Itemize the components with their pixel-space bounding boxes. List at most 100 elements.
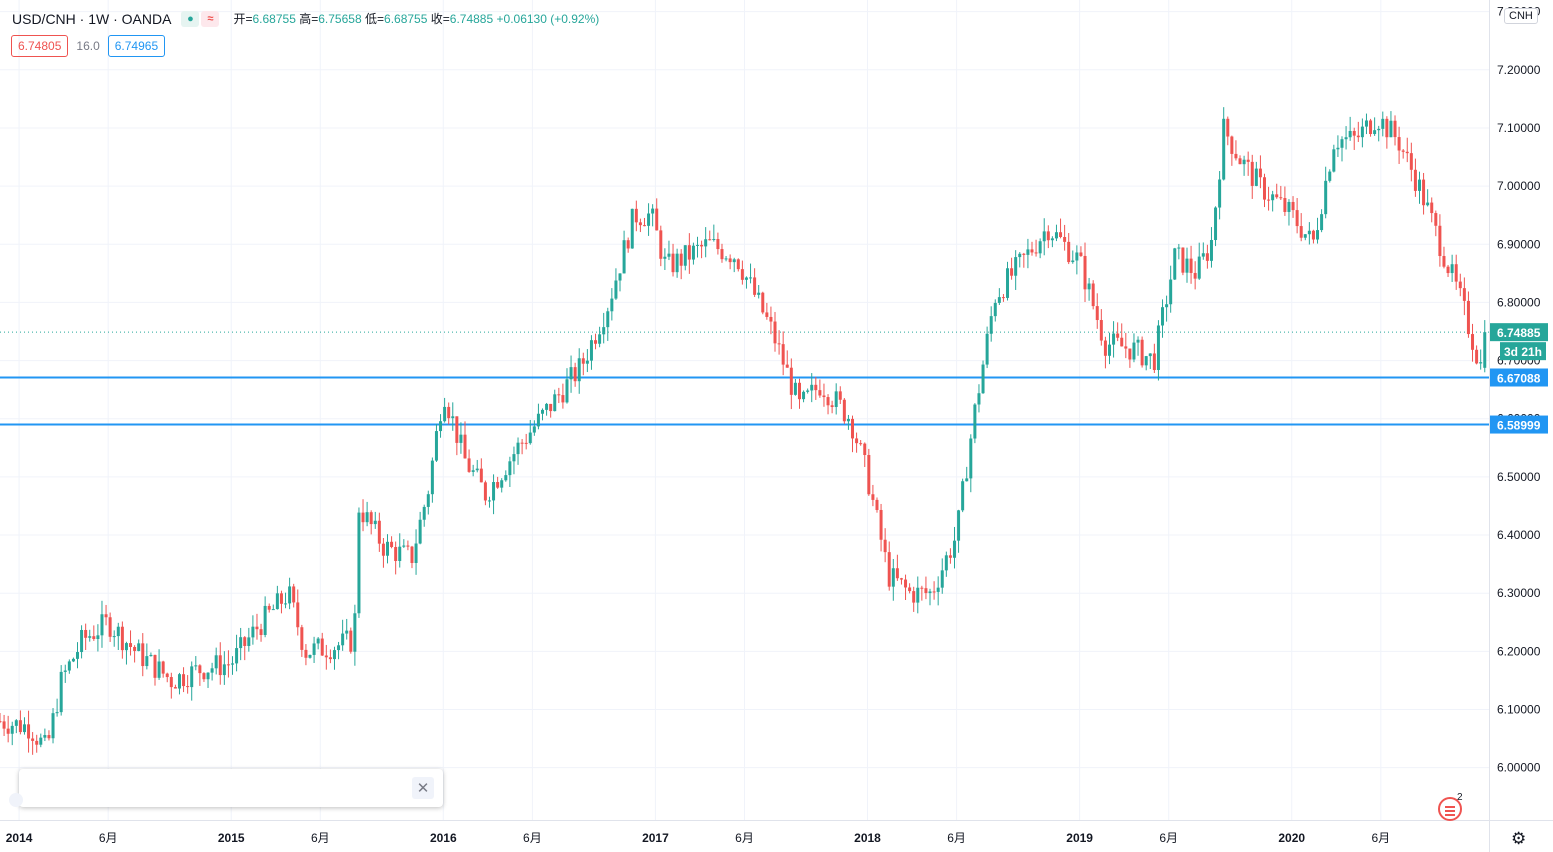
level-label: 6.67088: [1497, 372, 1541, 386]
candle-body: [43, 735, 47, 738]
candle-body: [594, 340, 598, 344]
candle-body: [1063, 237, 1067, 242]
market-status-icon[interactable]: ●: [181, 10, 200, 27]
candle-body: [1075, 252, 1079, 261]
candle-body: [177, 674, 181, 689]
candle-body: [430, 460, 434, 495]
candle-body: [157, 661, 161, 678]
candle-body: [875, 499, 879, 510]
candle-body: [2, 721, 6, 729]
candle-body: [610, 298, 614, 312]
candle-body: [141, 643, 145, 667]
candle-body: [528, 432, 532, 444]
candle-body: [439, 421, 443, 432]
candle-body: [536, 413, 540, 427]
candle-body: [169, 677, 173, 688]
candle-body: [1475, 349, 1479, 364]
time-tick-label: 2019: [1066, 831, 1093, 845]
candle-body: [1324, 180, 1328, 215]
candle-body: [1352, 130, 1356, 136]
candle-body: [22, 724, 26, 733]
candle-body: [1381, 118, 1385, 129]
change-value: +0.06130 (+0.92%): [496, 12, 600, 26]
notification-popup: ✕: [19, 769, 443, 807]
candle-body: [479, 468, 483, 483]
candle-body: [618, 273, 622, 281]
candle-body: [810, 384, 814, 391]
candle-body: [879, 509, 883, 540]
candle-body: [1483, 332, 1487, 368]
candle-body: [14, 720, 18, 726]
candle-body: [112, 636, 116, 638]
candle-body: [1046, 231, 1050, 241]
buy-button[interactable]: 6.74965: [107, 35, 166, 57]
candle-body: [55, 712, 59, 714]
candle-body: [532, 426, 536, 433]
candle-body: [989, 316, 993, 334]
sell-button[interactable]: 6.74805: [11, 35, 69, 57]
time-tick-label: 6月: [1371, 831, 1390, 845]
candle-body: [308, 654, 312, 658]
candle-body: [76, 652, 80, 659]
data-delay-icon[interactable]: ≈: [201, 10, 220, 27]
candle-body: [895, 568, 899, 579]
candle-body: [626, 240, 630, 249]
candle-body: [1006, 268, 1010, 298]
candle-body: [928, 591, 932, 594]
candle-body: [1295, 210, 1299, 227]
level-label-bg: [1490, 415, 1548, 434]
candle-body: [720, 249, 724, 260]
time-tick-label: 6月: [735, 831, 754, 845]
candle-body: [683, 245, 687, 266]
candle-body: [1054, 232, 1058, 239]
last-price-label-bg: [1490, 323, 1548, 342]
candle-body: [1369, 120, 1373, 135]
candle-body: [642, 225, 646, 227]
candle-body: [471, 470, 475, 472]
candle-body: [153, 654, 157, 678]
price-tick-label: 6.40000: [1497, 528, 1541, 542]
candle-body: [406, 545, 410, 547]
candle-body: [773, 321, 777, 344]
candle-body: [104, 614, 108, 618]
candle-body: [1030, 249, 1034, 253]
candle-body: [259, 629, 263, 635]
candle-body: [263, 605, 267, 635]
close-icon[interactable]: ✕: [412, 777, 434, 799]
candle-body: [1426, 202, 1430, 206]
candle-body: [381, 543, 385, 556]
candle-body: [932, 591, 936, 593]
symbol-title[interactable]: USD/CNH · 1W · OANDA: [12, 10, 172, 27]
candle-body: [1116, 333, 1120, 338]
scroll-handle-icon[interactable]: [9, 793, 23, 807]
candle-body: [859, 443, 863, 445]
candle-body: [398, 546, 402, 562]
candle-body: [1442, 256, 1446, 267]
candle-body: [434, 431, 438, 461]
alerts-icon[interactable]: 2: [1437, 792, 1463, 822]
time-tick-label: 2014: [6, 831, 33, 845]
candle-body: [663, 256, 667, 259]
candle-body: [47, 735, 51, 739]
settings-gear-icon[interactable]: ⚙: [1511, 829, 1527, 848]
candle-body: [1067, 241, 1071, 263]
horizontal-levels: [0, 331, 1489, 426]
candle-body: [842, 399, 846, 422]
candle-body: [569, 367, 573, 380]
candle-body: [744, 277, 748, 280]
candle-body: [1344, 137, 1348, 140]
candle-body: [84, 629, 88, 638]
currency-label[interactable]: CNH: [1504, 8, 1538, 24]
candle-body: [802, 391, 806, 400]
candle-body: [100, 614, 104, 636]
chart-grid: [0, 0, 1489, 820]
candle-body: [1316, 230, 1320, 240]
candle-body: [349, 630, 353, 652]
candle-body: [365, 512, 369, 523]
spread-value: 16.0: [76, 39, 100, 53]
candle-body: [1409, 153, 1413, 170]
candle-body: [1169, 279, 1173, 305]
candle-body: [410, 546, 414, 563]
candle-body: [492, 482, 496, 501]
